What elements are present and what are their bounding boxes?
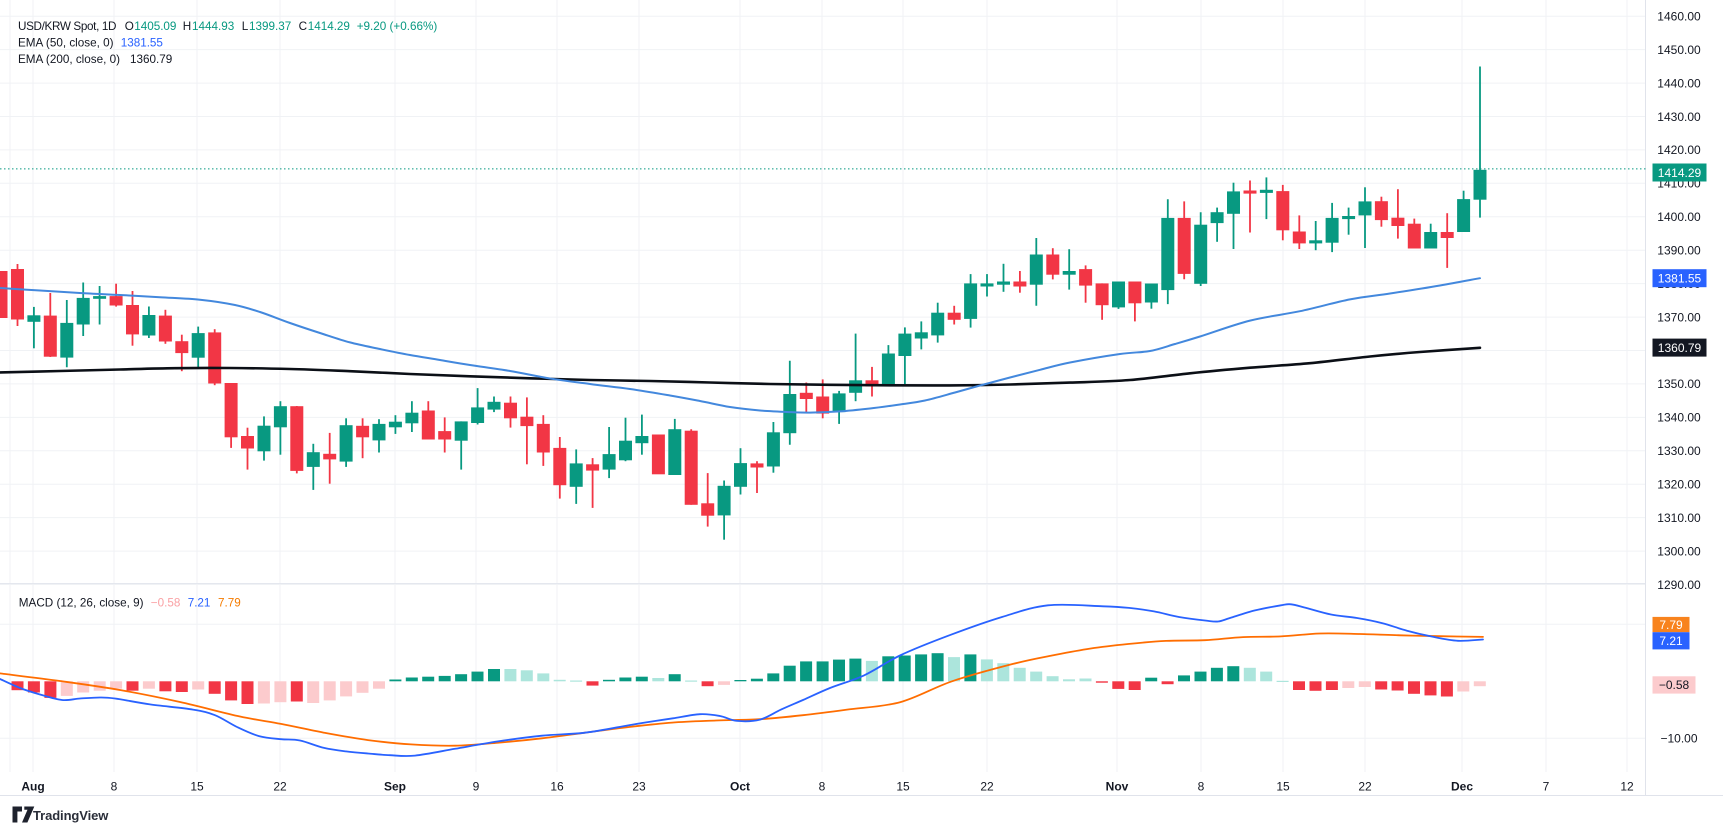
svg-text:7.79: 7.79 [1659,618,1683,632]
svg-text:O: O [125,20,134,33]
svg-text:12: 12 [1620,780,1634,794]
svg-text:1399.37: 1399.37 [249,20,291,33]
svg-text:Nov: Nov [1106,780,1129,794]
svg-text:H: H [183,20,191,33]
svg-text:8: 8 [819,780,826,794]
svg-text:1381.55: 1381.55 [121,37,164,50]
svg-text:TradingView: TradingView [33,808,109,823]
svg-text:1381.55: 1381.55 [1658,272,1702,286]
svg-text:16: 16 [550,780,564,794]
svg-text:7.79: 7.79 [218,597,241,610]
svg-text:Aug: Aug [21,780,44,794]
svg-text:1290.00: 1290.00 [1657,578,1701,592]
svg-text:7.21: 7.21 [188,597,211,610]
svg-text:15: 15 [1276,780,1290,794]
svg-text:1414.29: 1414.29 [308,20,350,33]
svg-text:1450.00: 1450.00 [1657,43,1701,57]
svg-text:15: 15 [190,780,204,794]
svg-text:1400.00: 1400.00 [1657,210,1701,224]
svg-text:EMA (50, close, 0): EMA (50, close, 0) [18,37,114,50]
svg-text:1414.29: 1414.29 [1658,166,1702,180]
svg-text:1360.79: 1360.79 [1658,341,1702,355]
svg-text:−0.58: −0.58 [151,597,181,610]
svg-text:1340.00: 1340.00 [1657,411,1701,425]
svg-text:1350.00: 1350.00 [1657,377,1701,391]
svg-text:1460.00: 1460.00 [1657,10,1701,24]
svg-text:23: 23 [632,780,646,794]
svg-text:USD/KRW Spot, 1D: USD/KRW Spot, 1D [18,20,116,33]
svg-text:1405.09: 1405.09 [134,20,176,33]
svg-text:L: L [242,20,249,33]
svg-text:7: 7 [1543,780,1550,794]
svg-text:+9.20 (+0.66%): +9.20 (+0.66%) [357,20,438,33]
svg-text:1420.00: 1420.00 [1657,143,1701,157]
svg-text:Dec: Dec [1451,780,1473,794]
svg-text:Sep: Sep [384,780,406,794]
svg-text:1390.00: 1390.00 [1657,244,1701,258]
svg-text:9: 9 [473,780,480,794]
svg-text:1444.93: 1444.93 [192,20,234,33]
svg-text:8: 8 [111,780,118,794]
svg-text:7.21: 7.21 [1659,634,1683,648]
svg-text:8: 8 [1198,780,1205,794]
svg-text:22: 22 [1358,780,1372,794]
svg-text:1330.00: 1330.00 [1657,444,1701,458]
svg-text:−0.58: −0.58 [1659,678,1690,692]
svg-text:15: 15 [896,780,910,794]
svg-text:1430.00: 1430.00 [1657,110,1701,124]
svg-text:Oct: Oct [730,780,750,794]
svg-text:1370.00: 1370.00 [1657,310,1701,324]
svg-text:EMA (200, close, 0): EMA (200, close, 0) [18,53,120,66]
svg-text:22: 22 [273,780,287,794]
svg-text:−10.00: −10.00 [1660,732,1697,746]
svg-text:1300.00: 1300.00 [1657,544,1701,558]
svg-text:C: C [299,20,307,33]
svg-text:1440.00: 1440.00 [1657,76,1701,90]
svg-text:1310.00: 1310.00 [1657,511,1701,525]
svg-text:1360.79: 1360.79 [130,53,172,66]
svg-text:22: 22 [980,780,994,794]
svg-text:1320.00: 1320.00 [1657,478,1701,492]
svg-text:MACD (12, 26, close, 9): MACD (12, 26, close, 9) [19,597,144,610]
